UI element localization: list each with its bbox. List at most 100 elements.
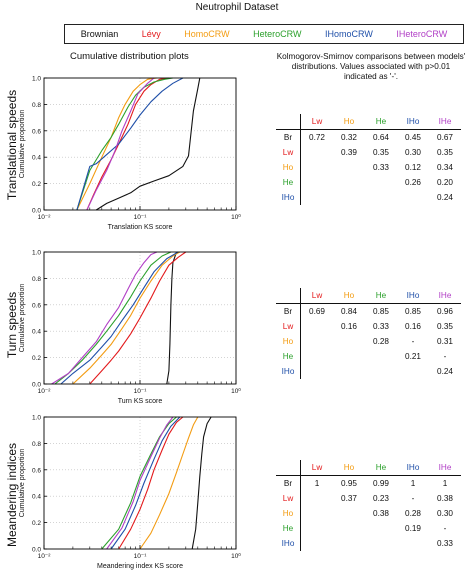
left-heading: Cumulative distribution plots [70,51,189,62]
right-heading-line-3: indicated as '-'. [343,72,399,81]
ks-row-header: Lw [276,145,301,160]
ks-row-header: Ho [276,334,301,349]
y-tick-label: 0.6 [32,302,41,309]
ks-cell: 0.35 [373,148,389,157]
y-tick-label: 0.2 [32,520,41,527]
ks-row-header: Lw [276,319,301,334]
ks-cell [365,364,397,379]
y-tick-label: 0.2 [32,355,41,362]
ks-row: Lw 0.39 0.35 0.30 0.35 [276,145,461,160]
ks-cell [333,536,365,551]
ks-row-header: Br [276,129,301,145]
ks-corner-cell [276,288,301,304]
ks-cell: 0.30 [437,509,453,518]
ks-row: Br 0.69 0.84 0.85 0.85 0.96 [276,303,461,319]
ks-cell [301,175,334,190]
legend-item-brownian: Brownian [80,29,119,39]
ks-cell: 0.24 [437,367,453,376]
ks-cell [333,364,365,379]
ks-cell: 0.26 [405,178,421,187]
series-line-ihomocrw [76,77,184,211]
x-tick-label: 10⁻¹ [134,553,148,560]
ks-cell [365,175,397,190]
ks-cell: 0.85 [373,307,389,316]
ks-cell [301,190,334,205]
ks-cell: 0.12 [405,163,421,172]
ks-row: He 0.26 0.20 [276,175,461,190]
ks-cell: 0.35 [437,148,453,157]
series-line-heterocrw [101,416,177,550]
legend-item-ihomocrw: IHomoCRW [325,29,373,39]
ks-row: Ho 0.28 - 0.31 [276,334,461,349]
ks-cell [333,349,365,364]
grid [44,417,236,549]
ks-cell [333,160,365,175]
ks-cell [301,319,334,334]
ks-row: IHo 0.33 [276,536,461,551]
ks-corner-cell [276,460,301,476]
ks-corner-cell [276,114,301,130]
ks-table-turn: Lw Ho He IHo IHe Br 0.69 0.84 0.85 0.85 0.96 Lw 0.16… [276,288,461,379]
ks-cell [301,506,334,521]
ks-cell [365,536,397,551]
x-axis-label: Turn KS score [118,398,163,405]
x-tick-label: 10⁻² [38,214,52,221]
x-tick-label: 10⁻¹ [134,214,148,221]
ks-cell: 0.84 [341,307,357,316]
y-tick-label: 0.8 [32,102,41,109]
ks-cell: 0.16 [405,322,421,331]
series-line-brownian [166,251,178,385]
y-tick-label: 0.4 [32,329,41,336]
ks-cell: 0.19 [405,524,421,533]
y-tick-label: 1.0 [32,415,41,422]
x-axis-label: Translation KS score [108,224,173,231]
ks-row: Br 1 0.95 0.99 1 1 [276,475,461,491]
ks-cell: 0.95 [341,479,357,488]
series-line-iheterocrw [51,251,158,385]
ks-header-row: Lw Ho He IHo IHe [276,288,461,304]
ks-cell [397,364,429,379]
legend-item-homocrw: HomoCRW [184,29,230,39]
figure-title: Neutrophil Dataset [195,2,279,13]
legend-item-heterocrw: HeteroCRW [253,29,302,39]
ks-row: He 0.21 - [276,349,461,364]
ks-cell: 0.34 [437,163,453,172]
ks-cell: 0.23 [373,494,389,503]
chart-translational: 0.0 0.2 0.4 0.6 0.8 1.0 10⁻² 10⁻¹ 10⁰ Translation… [19,76,241,232]
y-tick-label: 1.0 [32,250,41,257]
y-tick-label: 0.6 [32,467,41,474]
legend-item-levy: Lévy [141,29,161,39]
series-line-homocrw [76,77,157,211]
ks-cell: 0.96 [437,307,453,316]
ks-cell: 0.31 [437,337,453,346]
ks-cell [333,506,365,521]
ks-row: Ho 0.33 0.12 0.34 [276,160,461,175]
ks-cell [301,521,334,536]
x-tick-label: 10⁻² [38,553,52,560]
ks-cell [365,349,397,364]
ks-table-translational: Lw Ho He IHo IHe Br 0.72 0.32 0.64 0.45 0.67 Lw 0.39… [276,114,461,205]
ks-row: Lw 0.16 0.33 0.16 0.35 [276,319,461,334]
y-axis-label: Cumulative proportion [19,284,26,353]
ks-col-header: IHo [397,288,429,304]
y-tick-label: 1.0 [32,76,41,83]
ks-cell: 0.35 [437,322,453,331]
series-line-heterocrw [54,251,172,385]
ks-cell: - [411,337,415,346]
ks-cell [301,334,334,349]
ks-cell [365,190,397,205]
x-tick-label: 10⁻² [38,388,52,395]
legend: Brownian Lévy HomoCRW HeteroCRW IHomoCRW… [64,24,464,44]
series-line-homocrw [72,251,181,385]
ks-cell: 0.24 [437,193,453,202]
ks-header-row: Lw Ho He IHo IHe [276,460,461,476]
legend-item-iheterocrw: IHeteroCRW [396,29,448,39]
ks-cell: 0.39 [341,148,357,157]
ks-cell: 0.45 [405,133,421,142]
ks-table-meandering: Lw Ho He IHo IHe Br 1 0.95 0.99 1 1 Lw 0.37 0.23-0.38… [276,460,461,551]
ks-cell [301,364,334,379]
ks-cell: 0.67 [437,133,453,142]
right-heading-line-2: distributions. Values associated with p>… [291,62,451,71]
series-line-lvy [89,251,187,385]
ks-cell: 0.20 [437,178,453,187]
